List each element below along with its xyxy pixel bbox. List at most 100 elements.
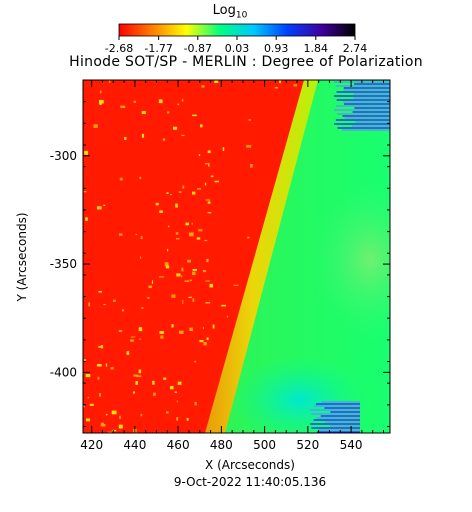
x-tick-label: 500 [253,438,276,452]
speckle [175,232,179,235]
speckle [100,422,104,426]
speckle [103,204,106,206]
speckle [214,80,219,84]
speckle [85,418,91,422]
speckle [119,415,121,419]
speckle [204,182,207,186]
speckle [279,80,281,84]
speckle [93,124,98,128]
speckle [182,185,185,189]
speckle [185,222,189,225]
speckle [196,237,201,240]
speckle [233,284,239,286]
speckle [248,119,252,121]
speckle [181,98,184,102]
speckle [97,376,100,380]
speckle [188,296,193,298]
speckle [173,126,178,130]
speckle [192,271,196,276]
speckle [138,327,143,332]
x-axis-ticks: 420 440 460 480 500 520 540 [80,80,385,452]
speckle [133,391,135,394]
speckle [96,364,102,367]
colorbar-tick-label: -1.77 [144,42,172,55]
speckle [187,259,191,263]
speckle [118,330,123,333]
speckle [124,137,127,140]
speckle [167,111,170,114]
speckle [159,210,163,213]
speckle [189,279,192,282]
speckle [186,418,189,421]
speckle [206,337,209,341]
speckle [182,299,184,304]
speckle [139,256,142,259]
speckle [176,273,181,277]
speckle [88,302,91,307]
colorbar-tick-label: -0.87 [184,42,212,55]
speckle [163,377,167,380]
colorbar-tick-label: -2.68 [105,42,133,55]
speckle [141,133,145,138]
timestamp: 9-Oct-2022 11:40:05.136 [173,475,327,489]
speckle [191,222,193,225]
speckle [111,410,117,415]
speckle [159,331,164,334]
speckle [207,212,212,214]
speckle [165,265,170,269]
speckle [204,239,208,242]
speckle [136,375,142,378]
speckle [198,229,203,232]
speckle [158,276,164,278]
speckle [207,150,211,154]
speckle [140,236,143,240]
y-axis-ticks: -300 -350 -400 [50,79,390,428]
colorbar-ticks: -2.68 -1.77 -0.87 0.03 0.93 1.84 2.74 [105,36,367,55]
speckle [109,80,111,83]
disk-right-glow [310,180,390,340]
speckle [197,188,202,190]
speckle [166,192,169,194]
speckle [98,290,102,293]
speckle [181,275,183,278]
speckle [247,236,250,239]
speckle [206,258,209,263]
colorbar-title: Log10 [212,3,248,21]
speckle [203,342,207,346]
speckle [199,124,203,128]
speckle [227,315,229,318]
speckle [103,303,106,306]
speckle [139,176,142,180]
speckle [98,99,104,104]
speckle [98,346,103,348]
speckle [181,267,184,272]
y-tick-label: -400 [50,365,77,379]
speckle [175,203,178,208]
speckle [179,330,184,334]
speckle [97,206,102,210]
speckle [151,280,153,284]
speckle [170,386,174,390]
speckle [168,225,170,228]
speckle [202,326,205,330]
bright-speckles [83,80,298,433]
x-axis-label: X (Arcseconds) [205,458,295,472]
speckle [214,180,220,183]
speckle [160,335,164,339]
active-patch-bottom [310,401,360,433]
x-tick-label: 440 [123,438,146,452]
speckle [246,145,252,148]
speckle [205,302,211,304]
speckle [205,199,211,201]
colorbar-tick-label: 1.84 [304,42,329,55]
speckle [122,309,124,312]
speckle [184,280,190,282]
x-tick-label: 480 [210,438,233,452]
speckle [164,262,169,267]
colorbar [118,23,356,37]
speckle [135,381,138,385]
speckle [98,393,101,397]
speckle [85,217,88,221]
speckle [141,307,144,309]
speckle [118,424,123,429]
